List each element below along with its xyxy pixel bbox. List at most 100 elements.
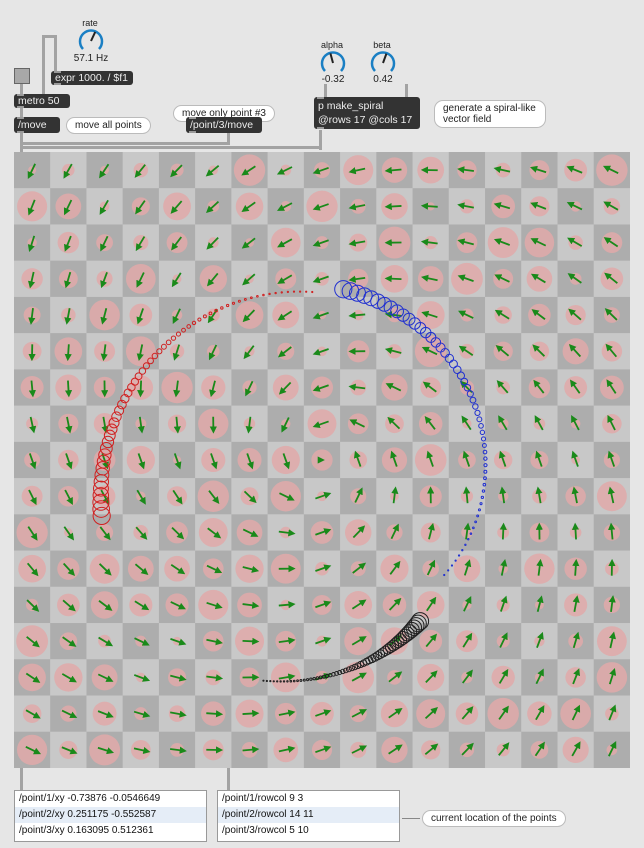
field-arrow: [493, 202, 511, 210]
field-arrow: [206, 272, 219, 287]
field-arrow: [424, 415, 436, 430]
point-1-trail: [117, 399, 127, 410]
vector-field-display[interactable]: [14, 152, 630, 768]
field-arrow: [315, 491, 332, 500]
rate-label: rate: [82, 18, 98, 28]
rowcol-message-box[interactable]: /point/1/rowcol 9 3 /point/2/rowcol 14 1…: [217, 790, 400, 842]
field-arrow: [605, 343, 618, 358]
point-1-trail: [280, 291, 283, 294]
field-arrow: [462, 632, 473, 648]
expr-object[interactable]: expr 1000. / $f1: [51, 71, 133, 85]
metro-object[interactable]: metro 50: [14, 94, 70, 108]
rate-dial[interactable]: [78, 28, 104, 54]
point3-move-message[interactable]: /point/3/move: [186, 117, 262, 133]
field-arrow: [426, 450, 434, 467]
point-2-trail: [410, 612, 430, 631]
point-3-trail: [479, 429, 486, 436]
field-arrow: [172, 308, 181, 324]
field-arrow: [463, 559, 472, 576]
field-arrow: [351, 745, 368, 754]
field-arrow: [463, 596, 472, 612]
rowcol-message-3: /point/3/rowcol 5 10: [222, 825, 309, 836]
alpha-value: -0.32: [321, 74, 345, 85]
field-arrow: [136, 344, 144, 361]
field-arrow: [457, 238, 474, 246]
field-arrow: [348, 311, 366, 319]
point-3-trail: [461, 549, 464, 552]
field-arrow: [28, 271, 36, 289]
point-3-trail: [464, 543, 467, 547]
field-arrow: [312, 239, 329, 247]
field-arrow: [495, 344, 510, 357]
point-2-trail: [306, 678, 310, 682]
point-1-trail: [305, 290, 308, 293]
field-arrow: [206, 236, 219, 250]
field-arrow: [536, 631, 544, 649]
field-arrow: [608, 704, 617, 721]
field-arrow: [312, 384, 329, 392]
alpha-dial[interactable]: [320, 50, 346, 76]
field-arrow: [315, 600, 332, 609]
field-arrow: [135, 526, 148, 540]
point-3-trail: [483, 476, 487, 481]
point-3-trail: [460, 377, 469, 386]
vector-field-svg: [14, 152, 630, 768]
field-arrow: [567, 237, 583, 247]
point-2-trail: [407, 617, 425, 635]
field-arrow: [245, 416, 253, 434]
beta-dial[interactable]: [370, 50, 396, 76]
field-arrow: [64, 271, 72, 289]
point-2-trail: [269, 680, 272, 683]
point-3-trail: [477, 508, 481, 512]
field-arrow: [173, 380, 181, 398]
field-arrow: [134, 164, 146, 178]
point-1-trail: [262, 293, 265, 297]
toggle-box[interactable]: [14, 68, 30, 84]
field-arrow: [607, 450, 616, 467]
field-arrow: [421, 346, 438, 356]
field-arrow: [136, 308, 144, 325]
point-1-trail: [197, 317, 202, 322]
field-arrow: [243, 345, 255, 360]
point-1-trail: [165, 339, 172, 346]
field-arrow: [496, 380, 509, 394]
field-arrow: [97, 710, 114, 718]
move-all-comment: move all points: [66, 117, 151, 134]
point-1-trail: [298, 290, 302, 293]
point-2-trail: [348, 665, 355, 672]
field-arrow: [348, 239, 366, 247]
field-arrow: [242, 746, 260, 754]
field-arrow: [461, 706, 474, 720]
point-1-trail: [292, 290, 296, 293]
point-2-trail: [370, 652, 380, 662]
rate-value: 57.1 Hz: [73, 53, 109, 64]
field-arrow: [100, 344, 108, 362]
point-2-trail: [276, 680, 279, 683]
rowcol-message-2: /point/2/rowcol 14 11: [218, 807, 399, 823]
field-arrow: [277, 238, 293, 248]
make-spiral-object[interactable]: p make_spiral @rows 17 @cols 17: [314, 97, 420, 129]
field-arrow: [208, 344, 218, 361]
field-arrow: [568, 344, 582, 358]
field-arrow: [530, 273, 546, 284]
field-arrow: [99, 199, 109, 215]
field-arrow: [312, 203, 329, 211]
field-arrow: [171, 526, 185, 540]
point-3-trail: [469, 396, 477, 404]
field-arrow: [569, 379, 581, 394]
field-arrow: [531, 309, 546, 320]
make-spiral-line1: p make_spiral: [318, 100, 384, 112]
point-3-trail: [474, 520, 477, 524]
field-arrow: [28, 489, 37, 506]
field-arrow: [535, 668, 544, 685]
point-1-trail: [286, 290, 290, 294]
field-arrow: [387, 416, 401, 430]
field-arrow: [278, 673, 296, 681]
move-message[interactable]: /move: [14, 117, 60, 133]
point-2-trail: [315, 676, 320, 680]
xy-message-box[interactable]: /point/1/xy -0.73876 -0.0546649 /point/2…: [14, 790, 207, 842]
point-1-trail: [243, 297, 247, 301]
point-1-trail: [191, 320, 197, 326]
field-arrow: [532, 344, 546, 357]
point-3-trail: [474, 409, 481, 416]
